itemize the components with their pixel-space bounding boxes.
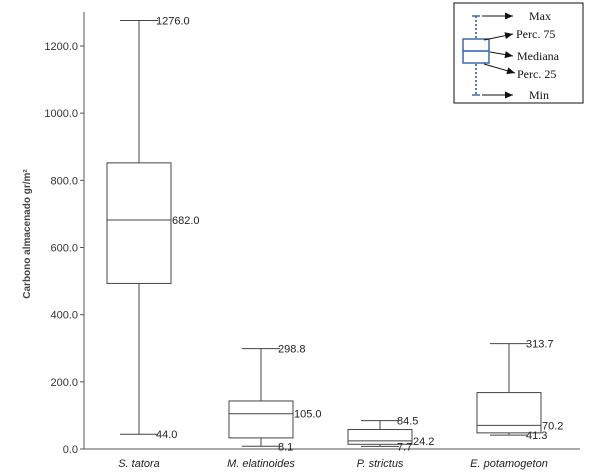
y-tick-label: 1200.0 (44, 41, 78, 53)
legend-item: Perc. 75 (483, 27, 555, 41)
legend-arrowhead (504, 51, 513, 59)
min-label: 41.3 (526, 430, 547, 442)
legend-item: Mediana (489, 49, 560, 63)
box-4: 313.7 70.241.3 (476, 339, 563, 442)
y-tick-label: 1000.0 (44, 108, 78, 120)
median-label: 70.2 (542, 420, 563, 432)
iqr-box (476, 392, 542, 434)
legend-label: Perc. 75 (516, 27, 555, 41)
y-tick-label: 600.0 (50, 243, 78, 255)
legend-label: Min (529, 88, 549, 102)
category-label: S. tatora (118, 458, 160, 470)
box-1: 1276.0 682.0 44.0 (106, 15, 200, 441)
legend-label: Perc. 25 (517, 67, 556, 81)
min-label: 7.7 (397, 441, 412, 453)
y-tick-label: 400.0 (50, 310, 78, 322)
y-tick-label: 0.0 (63, 444, 78, 456)
legend-arrowhead (505, 12, 513, 20)
legend-item: Perc. 25 (483, 63, 556, 81)
category-label: P. strictus (357, 458, 404, 470)
box-2: 298.8 105.0 8.1 (228, 344, 322, 453)
legend-label: Mediana (517, 49, 560, 63)
legend-arrowhead (504, 32, 513, 40)
max-label: 84.5 (397, 416, 418, 428)
y-axis: 0.0 200.0 400.0 600.0 800.0 1000.0 1200.0 (44, 12, 580, 456)
legend-label: Max (529, 9, 551, 23)
median-label: 105.0 (294, 409, 322, 421)
legend: Max Perc. 75 Mediana Perc. 25 Min (453, 2, 584, 104)
max-label: 298.8 (278, 344, 306, 356)
category-label: M. elatinoides (227, 458, 295, 470)
boxes: 1276.0 682.0 44.0 298.8 105.0 8.1 84.5 24.27.7 3… (106, 15, 563, 453)
iqr-box (106, 162, 172, 284)
legend-arrowhead (505, 91, 513, 99)
y-tick-label: 800.0 (50, 175, 78, 187)
legend-item: Max (482, 9, 551, 23)
median-label: 682.0 (172, 215, 200, 227)
max-label: 1276.0 (156, 15, 190, 27)
min-label: 8.1 (278, 441, 293, 453)
iqr-box (228, 400, 294, 439)
box-3: 84.5 24.27.7 (347, 416, 434, 453)
min-label: 44.0 (156, 429, 177, 441)
max-label: 313.7 (526, 339, 554, 351)
x-axis-categories: S. tatora M. elatinoides P. strictus E. pot… (118, 458, 548, 470)
legend-arrowhead (506, 67, 515, 75)
legend-item: Min (482, 88, 549, 102)
y-tick-label: 200.0 (50, 377, 78, 389)
category-label: E. potamogeton (470, 458, 548, 470)
y-axis-label: Carbono almacenado gr/m² (22, 169, 33, 299)
median-label: 24.2 (413, 436, 434, 448)
